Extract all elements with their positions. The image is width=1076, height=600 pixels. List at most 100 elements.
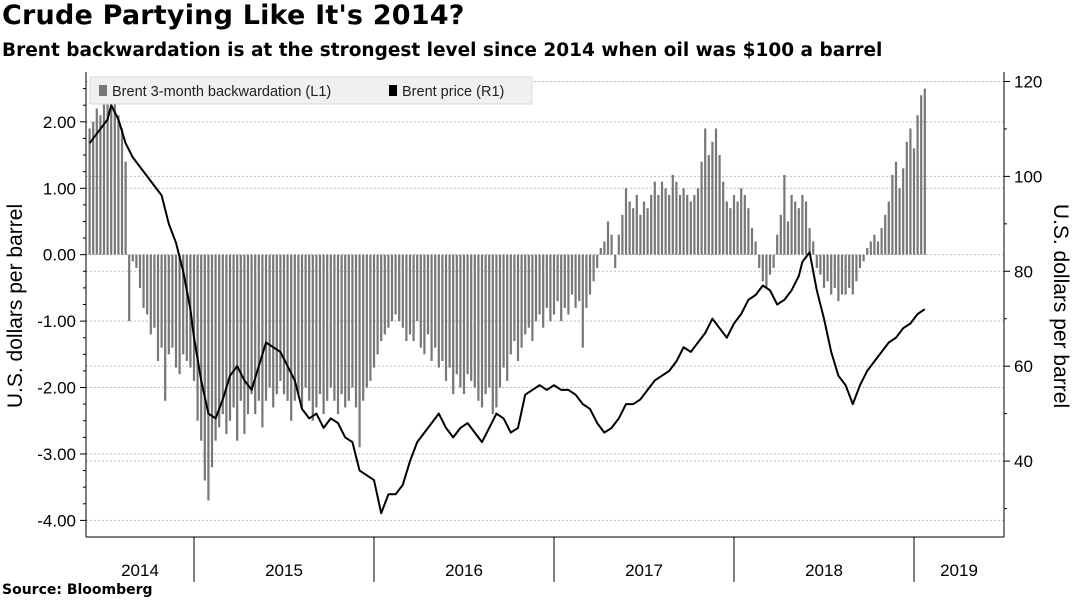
backwardation-bar xyxy=(88,128,91,255)
backwardation-bar xyxy=(153,254,156,328)
backwardation-bar xyxy=(473,254,476,388)
backwardation-bar xyxy=(599,248,602,255)
backwardation-bar xyxy=(891,174,894,255)
backwardation-bar xyxy=(898,188,901,255)
backwardation-bar xyxy=(779,214,782,255)
backwardation-bar xyxy=(290,254,293,421)
backwardation-bar xyxy=(358,254,361,448)
backwardation-bar xyxy=(221,254,224,415)
backwardation-bar xyxy=(797,208,800,255)
right-tick-label: 40 xyxy=(1014,452,1033,471)
backwardation-bar xyxy=(336,254,340,415)
backwardation-bar xyxy=(92,121,95,255)
backwardation-bar xyxy=(509,254,512,355)
backwardation-bar xyxy=(740,188,743,255)
backwardation-bar xyxy=(840,254,844,295)
legend: Brent 3-month backwardation (L1) Brent p… xyxy=(89,76,533,105)
backwardation-bar xyxy=(480,254,484,408)
backwardation-bar xyxy=(293,254,296,401)
backwardation-bar xyxy=(304,254,307,388)
backwardation-bar xyxy=(383,254,386,335)
left-tick-label: 2.00 xyxy=(43,113,76,132)
backwardation-bar xyxy=(736,201,739,255)
backwardation-bar xyxy=(833,254,836,288)
backwardation-bar xyxy=(592,254,595,282)
backwardation-bar xyxy=(761,254,764,282)
backwardation-bar xyxy=(786,221,790,255)
backwardation-bar xyxy=(714,128,718,255)
brent-price-line xyxy=(88,104,926,515)
backwardation-bar xyxy=(423,254,426,355)
backwardation-bar xyxy=(660,181,664,255)
backwardation-bar xyxy=(200,254,203,441)
backwardation-bar xyxy=(236,254,239,441)
backwardation-bar xyxy=(732,194,736,255)
backwardation-bar xyxy=(228,254,232,421)
legend-label-price: Brent price (R1) xyxy=(402,84,504,100)
right-tick-label: 100 xyxy=(1014,167,1042,186)
backwardation-bar xyxy=(333,254,336,401)
backwardation-bar xyxy=(639,214,642,255)
backwardation-bar xyxy=(603,241,606,255)
backwardation-bar xyxy=(254,254,257,415)
backwardation-bar xyxy=(387,254,390,328)
backwardation-bar xyxy=(516,254,520,361)
year-label: 2017 xyxy=(625,561,663,580)
backwardation-bar xyxy=(621,214,624,255)
backwardation-bar xyxy=(149,254,152,335)
backwardation-bar xyxy=(693,194,696,255)
backwardation-bar xyxy=(178,254,181,375)
backwardation-bar xyxy=(347,254,350,401)
backwardation-bar xyxy=(671,174,674,255)
backwardation-bar xyxy=(477,254,480,401)
backwardation-bar xyxy=(160,254,163,348)
backwardation-bar xyxy=(95,108,98,255)
left-tick-label: 1.00 xyxy=(43,179,76,198)
backwardation-bar xyxy=(354,254,358,408)
backwardation-bar xyxy=(120,128,124,255)
backwardation-bar xyxy=(794,201,797,255)
backwardation-bar xyxy=(804,201,808,255)
right-tick-label: 80 xyxy=(1014,262,1033,281)
backwardation-bar xyxy=(448,254,451,368)
backwardation-bar xyxy=(156,254,160,361)
backwardation-bar xyxy=(146,254,149,315)
backwardation-bar xyxy=(462,254,466,395)
backwardation-bar xyxy=(851,254,854,295)
legend-swatch-backwardation xyxy=(99,85,107,96)
year-label: 2016 xyxy=(445,561,483,580)
backwardation-bar xyxy=(642,201,646,255)
backwardation-bar xyxy=(668,194,671,255)
backwardation-bar xyxy=(768,254,772,275)
backwardation-bar xyxy=(819,254,822,275)
year-label: 2015 xyxy=(265,561,303,580)
backwardation-bar xyxy=(390,254,394,322)
backwardation-bar xyxy=(873,234,876,255)
backwardation-bar xyxy=(502,254,505,368)
backwardation-bar xyxy=(747,208,750,255)
backwardation-bar xyxy=(920,95,923,255)
backwardation-bar xyxy=(606,221,610,255)
backwardation-bar xyxy=(506,254,509,381)
right-tick-label: 60 xyxy=(1014,357,1033,376)
backwardation-bar xyxy=(718,155,721,255)
backwardation-bar xyxy=(538,254,541,315)
backwardation-bar xyxy=(99,115,102,255)
backwardation-bar xyxy=(113,101,116,255)
backwardation-bar xyxy=(527,254,530,328)
backwardation-bars xyxy=(88,88,926,501)
backwardation-bar xyxy=(214,254,217,441)
backwardation-bar xyxy=(916,115,919,255)
backwardation-bar xyxy=(905,141,908,255)
backwardation-bar xyxy=(192,254,196,381)
backwardation-bar xyxy=(808,228,811,255)
backwardation-bar xyxy=(185,254,188,361)
left-tick-label: -4.00 xyxy=(37,511,76,530)
backwardation-bar xyxy=(894,161,898,255)
backwardation-bar xyxy=(837,254,840,302)
backwardation-bar xyxy=(297,254,300,395)
backwardation-bar xyxy=(272,254,275,408)
backwardation-bar xyxy=(542,254,545,328)
year-label: 2014 xyxy=(121,561,159,580)
